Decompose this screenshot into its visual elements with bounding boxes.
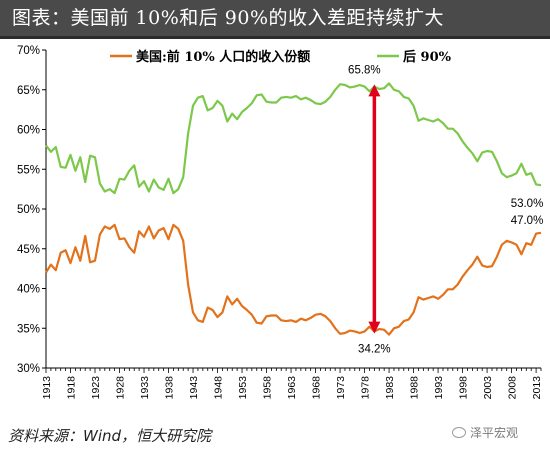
- y-tick-label: 45%: [17, 244, 40, 256]
- arrow-head-up: [368, 84, 381, 97]
- x-tick-label: 1983: [384, 376, 396, 400]
- x-tick-label: 1993: [433, 376, 445, 400]
- source-note: 资料来源：Wind，恒大研究院: [8, 427, 212, 445]
- series-lines: [45, 82, 542, 336]
- x-tick-label: 1923: [90, 376, 102, 400]
- x-tick-label: 1958: [262, 376, 274, 400]
- x-tick-label: 1973: [335, 376, 347, 400]
- data-label: 34.2%: [358, 344, 391, 356]
- x-tick-label: 1938: [164, 376, 176, 400]
- x-tick-label: 1953: [237, 376, 249, 400]
- x-tick-label: 1913: [41, 376, 53, 400]
- x-tick-label: 1968: [311, 376, 323, 400]
- series-line-bottom90: [45, 82, 542, 195]
- x-tick-label: 2003: [482, 376, 494, 400]
- x-tick-label: 1948: [213, 376, 225, 400]
- y-tick-label: 35%: [17, 323, 40, 335]
- watermark: 泽平宏观: [452, 424, 518, 441]
- watermark-text: 泽平宏观: [470, 426, 519, 440]
- y-tick-label: 70%: [17, 45, 40, 57]
- chart-title: 图表：美国前 10%和后 90%的收入差距持续扩大: [0, 0, 550, 36]
- arrow-head-down: [368, 321, 381, 334]
- x-tick-label: 1928: [115, 376, 127, 400]
- y-tick-label: 30%: [17, 363, 40, 375]
- data-label: 53.0%: [511, 198, 544, 210]
- gap-arrow: [368, 84, 381, 334]
- x-tick-label: 1933: [139, 376, 151, 400]
- legend: 美国:前 10% 人口的收入份额 后 90%: [110, 49, 452, 65]
- y-tick-label: 55%: [17, 164, 40, 176]
- x-tick-label: 1978: [360, 376, 372, 400]
- legend-label: 后 90%: [403, 49, 452, 65]
- x-tick-label: 2013: [531, 376, 543, 400]
- data-labels: 65.8% 34.2% 53.0% 47.0%: [348, 64, 543, 355]
- y-tick-label: 40%: [17, 284, 40, 296]
- data-label: 65.8%: [348, 64, 381, 76]
- x-tick-label: 2008: [507, 376, 519, 400]
- y-tick-label: 50%: [17, 204, 40, 216]
- title-divider: [0, 36, 550, 39]
- y-tick-label: 60%: [17, 125, 40, 137]
- x-tick-label: 1988: [409, 376, 421, 400]
- series-line-top10: [45, 223, 542, 336]
- y-tick-label: 65%: [17, 85, 40, 97]
- legend-label: 美国:前 10% 人口的收入份额: [136, 49, 310, 65]
- wechat-icon: [452, 427, 466, 438]
- x-tick-label: 1918: [66, 376, 78, 400]
- x-tick-label: 1998: [458, 376, 470, 400]
- x-tick-label: 1963: [286, 376, 298, 400]
- data-label: 47.0%: [511, 215, 544, 227]
- x-tick-label: 1943: [188, 376, 200, 400]
- axes: 30% 35% 40% 45% 50% 55% 60% 65% 70% 1913 1918 1923 1…: [17, 45, 543, 399]
